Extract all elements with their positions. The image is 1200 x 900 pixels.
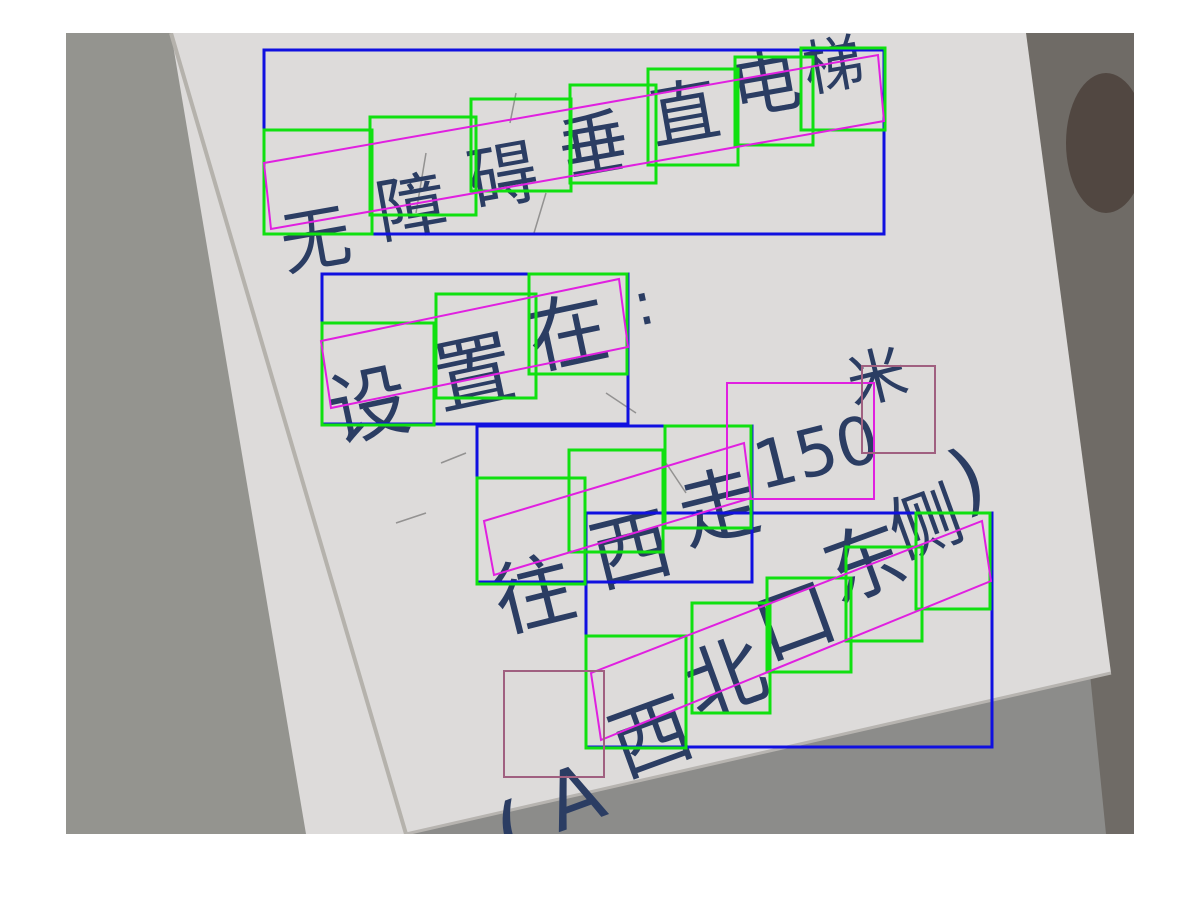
char-box-6 [733, 55, 815, 147]
photo-canvas: 无 障 碍 垂 直 电 梯 设 置 在 : 往 西 走 150 米 [66, 33, 1134, 834]
ignore-box-2 [503, 670, 605, 778]
char-1-7: 梯 [798, 33, 869, 106]
ignore-boxes [503, 365, 936, 778]
char-box-8 [320, 321, 436, 427]
char-box-7 [799, 46, 887, 132]
char-1-1: 无 [274, 194, 357, 287]
word-box-150 [726, 382, 875, 500]
char-2-2: 置 [425, 320, 523, 428]
word-box-4 [589, 519, 993, 742]
right-edge [1026, 33, 1134, 834]
word-boxes [262, 53, 993, 742]
char-boxes [262, 46, 992, 750]
word-box-2 [319, 277, 630, 410]
char-box-14 [584, 634, 688, 750]
char-box-1 [262, 128, 374, 236]
char-box-12 [567, 448, 665, 554]
char-1-3: 碍 [461, 130, 544, 223]
line-box-4 [584, 511, 994, 749]
char-box-2 [368, 115, 478, 217]
char-box-13 [663, 424, 753, 530]
char-box-16 [765, 576, 853, 674]
char-box-5 [646, 67, 740, 167]
char-box-18 [914, 511, 992, 611]
char-1-2: 障 [370, 162, 453, 255]
word-box-1 [262, 53, 886, 231]
person-figure [1066, 73, 1134, 213]
sign-edge [169, 33, 408, 834]
char-box-15 [690, 601, 772, 715]
photo: 无 障 碍 垂 直 电 梯 设 置 在 : 往 西 走 150 米 [66, 33, 1134, 834]
char-box-11 [475, 476, 587, 586]
char-box-17 [844, 545, 924, 643]
ignore-box-1 [861, 365, 936, 454]
char-box-4 [568, 83, 658, 185]
left-wall-patch [66, 33, 316, 834]
char-box-9 [434, 292, 538, 400]
char-box-10 [527, 272, 629, 376]
